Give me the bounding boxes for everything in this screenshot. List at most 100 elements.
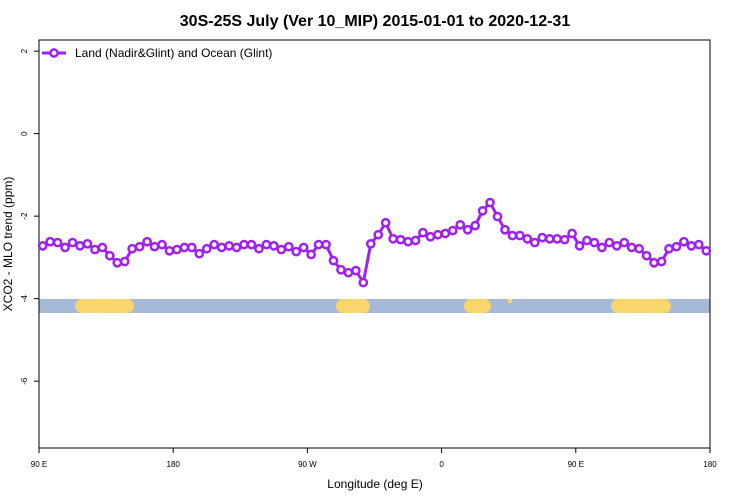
data-point (306, 249, 316, 260)
legend-label: Land (Nadir&Glint) and Ocean (Glint) (75, 46, 272, 60)
data-point (515, 230, 525, 241)
data-point (186, 242, 197, 253)
x-tick-label: 90 W (298, 460, 317, 469)
data-point (112, 257, 123, 268)
data-point (544, 233, 555, 244)
data-point (201, 243, 212, 254)
data-point (649, 257, 659, 268)
data-point (365, 238, 376, 249)
data-point (522, 233, 533, 244)
y-tick-label: 0 (20, 131, 29, 136)
y-axis-label: XCO2 - MLO trend (ppm) (1, 177, 15, 312)
data-point (134, 241, 145, 252)
data-point (358, 277, 369, 288)
data-point (321, 239, 331, 250)
data-point (75, 241, 85, 251)
data-point (664, 243, 674, 254)
data-point (455, 219, 466, 230)
data-point (52, 237, 63, 248)
data-point (410, 235, 421, 246)
data-point (104, 250, 115, 261)
y-tick-label: -4 (20, 295, 29, 303)
data-point (425, 231, 436, 242)
x-tick-label: 90 E (568, 460, 584, 469)
data-point (619, 237, 630, 248)
data-point (388, 233, 398, 244)
data-point (485, 197, 495, 208)
data-point (157, 239, 167, 250)
data-point (261, 239, 272, 250)
data-point (492, 211, 503, 222)
x-tick-label: 180 (167, 460, 181, 469)
data-point (418, 227, 428, 238)
data-point (328, 255, 339, 266)
chart-title: 30S-25S July (Ver 10_MIP) 2015-01-01 to … (180, 13, 571, 30)
data-point (477, 205, 488, 216)
data-point (67, 237, 78, 248)
x-tick-label: 0 (439, 460, 444, 469)
data-point (224, 241, 234, 251)
y-tick-label: 2 (20, 48, 29, 53)
data-point (559, 234, 570, 245)
legend-marker (49, 48, 59, 58)
x-tick-label: 90 E (31, 460, 47, 469)
data-point (351, 265, 361, 276)
data-point (529, 237, 540, 248)
data-point (60, 242, 70, 253)
data-point (693, 239, 704, 250)
data-point (276, 244, 287, 255)
data-point (671, 241, 682, 252)
land-band (336, 299, 370, 313)
data-point (239, 239, 249, 250)
data-point (291, 246, 302, 257)
data-point (90, 244, 100, 255)
land-band (464, 299, 491, 313)
data-point (231, 242, 242, 253)
data-point (45, 236, 56, 247)
land-band (508, 299, 512, 303)
data-point (626, 242, 637, 253)
data-point (604, 237, 615, 248)
data-point (142, 236, 152, 247)
land-band (75, 299, 134, 313)
data-point (500, 224, 510, 235)
data-point (82, 238, 93, 249)
x-tick-label: 180 (703, 460, 717, 469)
data-point (119, 256, 130, 267)
data-point (343, 267, 354, 278)
data-point (149, 241, 160, 252)
data-point (634, 243, 645, 254)
data-point (254, 243, 264, 254)
data-point (641, 250, 652, 261)
data-point (269, 241, 279, 251)
data-point (283, 241, 294, 252)
data-point (582, 235, 592, 246)
data-point (97, 242, 108, 253)
land-ocean-band (39, 299, 710, 313)
x-axis-label: Longitude (deg E) (327, 477, 422, 491)
data-point (216, 242, 227, 253)
data-point (246, 239, 257, 250)
data-point (567, 228, 577, 239)
data-point (395, 234, 406, 245)
data-point (194, 248, 205, 259)
data-point (507, 230, 518, 241)
data-point (589, 237, 600, 248)
data-point (127, 243, 138, 254)
data-point (656, 256, 667, 267)
data-point (552, 233, 563, 244)
data-point (313, 239, 324, 250)
data-point (611, 241, 622, 251)
y-tick-label: -2 (20, 212, 29, 220)
y-tick-label: -6 (20, 377, 29, 385)
data-point (440, 228, 451, 239)
data-point (462, 224, 473, 235)
data-point (179, 242, 190, 253)
data-point (679, 236, 689, 247)
data-point (686, 241, 697, 251)
data-point (37, 241, 48, 251)
data-point (597, 242, 607, 253)
data-point (701, 245, 712, 256)
data-point (574, 241, 585, 251)
